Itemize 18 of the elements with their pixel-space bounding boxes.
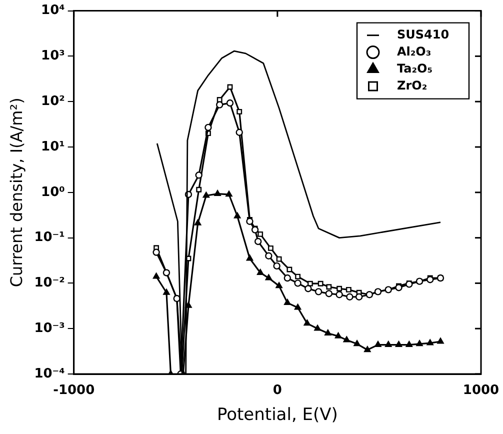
- x-tick-label: -1000: [53, 383, 95, 398]
- x-axis-title: Potential, E(V): [216, 405, 338, 426]
- y-tick-label: 10¹: [41, 139, 65, 154]
- legend-label: Ta₂O₅: [397, 61, 432, 76]
- legend-label: SUS410: [397, 27, 450, 42]
- x-tick-label: 1000: [462, 383, 500, 398]
- y-tick-label: 10⁴: [41, 3, 66, 18]
- y-tick-label: 10³: [41, 48, 65, 64]
- y-tick-label: 10⁻¹: [34, 230, 65, 246]
- legend-label: Al₂O₃: [397, 44, 432, 58]
- y-tick-label: 10⁻³: [34, 320, 65, 336]
- y-tick-label: 10⁰: [41, 184, 66, 200]
- legend-label: ZrO₂: [397, 78, 428, 92]
- x-tick-label: 0: [272, 383, 282, 398]
- y-tick-label: 10⁻⁴: [34, 366, 66, 382]
- y-tick-label: 10²: [41, 94, 65, 109]
- y-axis-title: Current density, I(A/m²): [6, 98, 26, 288]
- y-tick-label: 10⁻²: [34, 276, 65, 291]
